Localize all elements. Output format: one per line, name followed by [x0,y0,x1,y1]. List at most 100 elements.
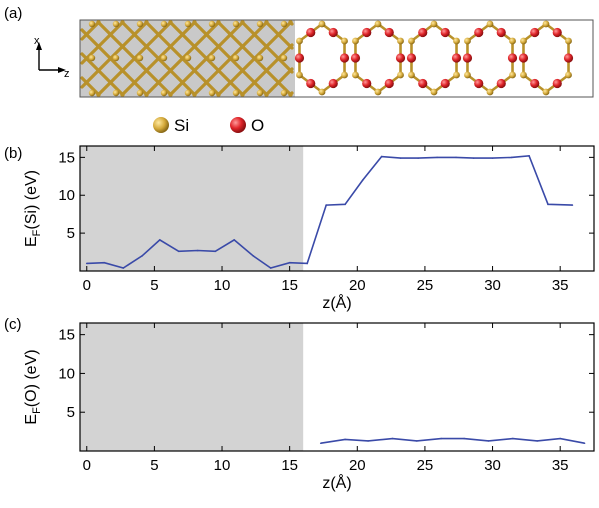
o-atom [451,53,462,63]
si-atom [280,54,288,62]
data-point [536,440,538,442]
si-atom [565,71,572,79]
si-atom [520,37,527,45]
si-bond [80,52,125,97]
si-legend-label: Si [174,116,189,135]
si-bond [80,20,125,65]
o-atom [530,27,540,38]
si-atom [397,71,404,79]
data-point [417,157,419,159]
y-tick-label: 5 [67,225,75,242]
si-atom [464,71,471,79]
si-atom [160,89,168,97]
data-point [436,156,438,159]
o-atom-swatch [230,117,246,133]
o-atom [294,53,305,63]
axis-x-letter: x [34,35,40,47]
data-point [196,249,199,252]
panel-a-label: (a) [4,5,22,22]
si-atom [184,54,192,62]
data-point [367,440,369,442]
data-point [177,250,180,253]
data-point [416,440,418,442]
si-atom [88,54,96,62]
data-point [361,179,364,181]
si-bond [288,20,294,26]
si-lattice [80,20,294,97]
data-point [214,250,217,253]
axis-z-letter: z [64,68,70,80]
x-tick-label: 15 [281,277,298,294]
data-point [487,440,490,442]
data-point [440,437,442,440]
x-tick-label: 5 [150,277,158,294]
atom-legend: Si O [153,116,264,135]
si-atom [136,89,144,97]
o-atom [507,53,518,63]
x-tick-label: 10 [214,457,231,474]
data-point [325,204,327,206]
si-bond [264,67,294,97]
o-atom [406,53,417,63]
si-atom [136,20,144,28]
si-atom [160,54,168,62]
si-atom [256,54,264,62]
si-atom [352,37,359,45]
y-tick-label: 15 [58,327,75,344]
o-atom [306,27,316,38]
si-atom [208,89,216,97]
si-atom [112,54,120,62]
y-tick-label: 10 [58,187,75,204]
x-tick-label: 30 [484,457,501,474]
data-point [319,442,322,445]
supercell-frame [79,19,594,98]
data-point [547,203,549,206]
si-atom [352,71,359,79]
x-tick-label: 35 [552,457,569,474]
x-tick-label: 5 [150,457,158,474]
data-point [159,239,161,241]
si-atom [408,37,415,45]
data-point [510,156,513,159]
si-atom [184,20,192,28]
x-tick-label: 20 [349,277,366,294]
si-atom [88,89,96,97]
si-atom [280,89,288,97]
data-point [463,437,465,440]
data-point [491,157,494,159]
o-atom [339,53,350,63]
si-atom [453,37,460,45]
si-atom [296,37,303,45]
x-tick-label: 30 [484,277,501,294]
si-bond [80,20,149,89]
y-tick-label: 15 [58,149,75,166]
shaded-si-region [80,323,304,451]
o-atom [395,53,406,63]
si-atom [88,20,96,28]
si-atom [232,20,240,28]
x-tick-label: 20 [349,457,366,474]
x-tick-label: 25 [417,277,434,294]
si-atom [542,20,550,28]
data-point [252,255,254,257]
o-atom [418,78,428,89]
si-atom [232,54,240,62]
data-point [399,157,402,159]
o-atom [496,78,506,89]
crystal-structure [79,19,594,98]
si-atom-swatch [153,117,169,133]
plot-b: 0 5 10 15 20 25 30 35 5 10 15 z(Å) EF(Si) (eV) [23,145,595,312]
y-axis-label: EF(Si) (eV) [23,170,43,247]
o-atom [530,78,540,89]
o-atom [462,53,473,63]
x-axis-label: z(Å) [322,473,351,492]
o-atom [563,53,574,63]
shaded-si-region [80,146,304,271]
data-point [103,261,106,264]
si-atom [112,20,120,28]
data-point [269,267,272,269]
y-tick-label: 10 [58,365,75,382]
y-axis-label: EF(O) (eV) [23,349,43,424]
data-point [344,203,346,206]
